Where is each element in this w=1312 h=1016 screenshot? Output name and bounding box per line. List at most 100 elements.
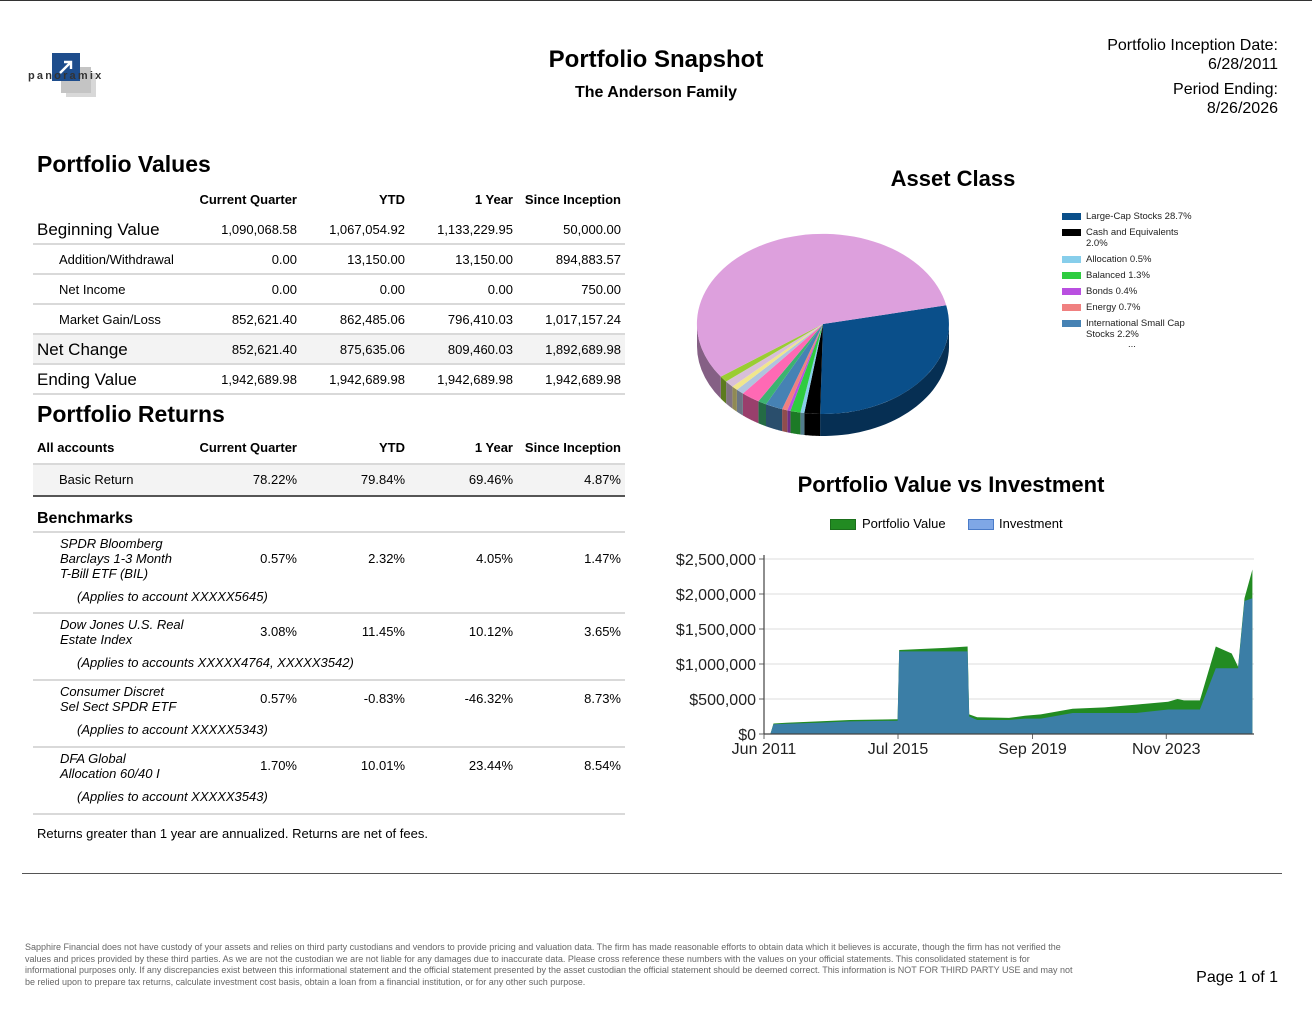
column-header: All accounts (37, 440, 115, 455)
legend-label: Energy 0.7% (1086, 302, 1141, 313)
pie-slice (800, 324, 823, 413)
pie-slice (804, 324, 823, 414)
benchmark-row: DFA Global Allocation 60/40 I 1.70% 10.0… (33, 748, 625, 784)
benchmark-row: Consumer Discret Sel Sect SPDR ETF 0.57%… (33, 681, 625, 717)
cell: 875,635.06 (339, 342, 405, 357)
benchmark-name: Consumer Discret Sel Sect SPDR ETF (60, 684, 176, 714)
cell: 1.70% (260, 758, 297, 773)
cell: 8.73% (584, 691, 621, 706)
benchmark-name-line: T-Bill ETF (BIL) (60, 566, 149, 581)
pie-slice (726, 324, 823, 387)
legend-swatch (1062, 320, 1081, 327)
period-label: Period Ending: (1173, 81, 1278, 98)
benchmark-applies-row: (Applies to account XXXXX5343) (33, 717, 625, 748)
cell: 78.22% (252, 472, 297, 487)
returns-note: Returns greater than 1 year are annualiz… (37, 826, 428, 841)
benchmark-name-line: DFA Global (60, 751, 126, 766)
cell: 1,942,689.98 (545, 372, 621, 387)
pie-slice-side (820, 325, 949, 436)
row-label: Beginning Value (37, 220, 160, 239)
benchmarks-heading-row: Benchmarks (33, 497, 625, 533)
benchmarks-heading: Benchmarks (37, 510, 134, 527)
table-row: Net Income 0.00 0.00 0.00 750.00 (33, 275, 625, 305)
y-tick-label: $2,000,000 (676, 587, 756, 604)
cell: 1,942,689.98 (329, 372, 405, 387)
benchmark-applies-row: (Applies to account XXXXX5645) (33, 583, 625, 614)
cell: 852,621.40 (231, 312, 297, 327)
legend-label: International Small Cap Stocks 2.2% (1086, 318, 1185, 340)
pie-slice (696, 233, 947, 377)
logo-text: panoramix (28, 70, 104, 82)
cell: 13,150.00 (455, 252, 513, 267)
pie-slice-side (758, 401, 766, 427)
table-row: Ending Value 1,942,689.98 1,942,689.98 1… (33, 365, 625, 395)
cell: 796,410.03 (447, 312, 513, 327)
pie-slice (782, 324, 823, 411)
legend-label: Large-Cap Stocks 28.7% (1086, 211, 1192, 222)
x-tick-label: Jul 2015 (868, 741, 929, 758)
cell: 0.00 (271, 252, 297, 267)
column-header: 1 Year (474, 192, 513, 207)
table-row: Addition/Withdrawal 0.00 13,150.00 13,15… (33, 245, 625, 275)
y-tick-label: $1,000,000 (676, 657, 756, 674)
benchmark-name-line: Estate Index (60, 632, 133, 647)
legend-swatch (1062, 229, 1081, 236)
cell: 3.65% (584, 624, 621, 639)
pie-slice-side (736, 389, 743, 416)
benchmark-applies: (Applies to account XXXXX5645) (77, 589, 268, 604)
column-header: YTD (379, 192, 405, 207)
pie-slice-side (742, 393, 759, 424)
cell: 8.54% (584, 758, 621, 773)
pie-slice (720, 324, 823, 382)
pie-slice-side (720, 376, 727, 404)
table-row: Beginning Value 1,090,068.58 1,067,054.9… (33, 215, 625, 245)
page-number: Page 1 of 1 (1196, 969, 1278, 986)
cell: 1,090,068.58 (221, 222, 297, 237)
pie-slice (758, 324, 823, 405)
legend-swatch (1062, 304, 1081, 311)
cell: 1.47% (584, 551, 621, 566)
pie-slice (742, 324, 823, 402)
row-label: Ending Value (37, 370, 137, 389)
cell: 0.00 (487, 282, 513, 297)
legend-label: Balanced 1.3% (1086, 270, 1150, 281)
pie-slice-side (726, 381, 733, 409)
cell: -46.32% (464, 691, 513, 706)
legend-label: Allocation 0.5% (1086, 254, 1152, 265)
legend-label: Investment (999, 516, 1063, 531)
column-header: Current Quarter (199, 192, 297, 207)
cell: 862,485.06 (339, 312, 405, 327)
row-label: Basic Return (59, 472, 134, 487)
cell: 13,150.00 (347, 252, 405, 267)
asset-class-legend: Large-Cap Stocks 28.7% Cash and Equivalen… (1062, 211, 1212, 361)
inception-label: Portfolio Inception Date: (1107, 37, 1278, 54)
pie-slice (766, 324, 823, 410)
pie-slice (732, 324, 823, 390)
legend-swatch (1062, 213, 1081, 220)
table-row: Market Gain/Loss 852,621.40 862,485.06 7… (33, 305, 625, 335)
inception-date: 6/28/2011 (1208, 56, 1278, 73)
legend-label: Bonds 0.4% (1086, 286, 1138, 297)
benchmark-name-line: Sel Sect SPDR ETF (60, 699, 177, 714)
logo-arrow-icon (52, 53, 80, 81)
column-header: 1 Year (474, 440, 513, 455)
pie-slice (736, 324, 823, 394)
row-label: Market Gain/Loss (59, 312, 161, 327)
legend-more: ... (1128, 339, 1136, 350)
y-tick-label: $0 (738, 727, 756, 744)
period-block: Period Ending: 8/26/2026 (1173, 80, 1278, 118)
pie-slice (787, 324, 823, 411)
cell: 1,942,689.98 (437, 372, 513, 387)
cell: 1,942,689.98 (221, 372, 297, 387)
column-header: Since Inception (524, 192, 621, 207)
cell: 10.12% (468, 624, 513, 639)
column-header: YTD (379, 440, 405, 455)
y-tick-label: $1,500,000 (676, 622, 756, 639)
cell: 809,460.03 (447, 342, 513, 357)
cell: 0.57% (260, 691, 297, 706)
y-tick-label: $500,000 (689, 692, 756, 709)
column-header: Since Inception (524, 440, 621, 455)
pie-slice-side (800, 412, 805, 435)
benchmark-name: SPDR Bloomberg Barclays 1-3 Month T-Bill… (60, 536, 172, 581)
portfolio-returns-heading: Portfolio Returns (37, 401, 225, 427)
